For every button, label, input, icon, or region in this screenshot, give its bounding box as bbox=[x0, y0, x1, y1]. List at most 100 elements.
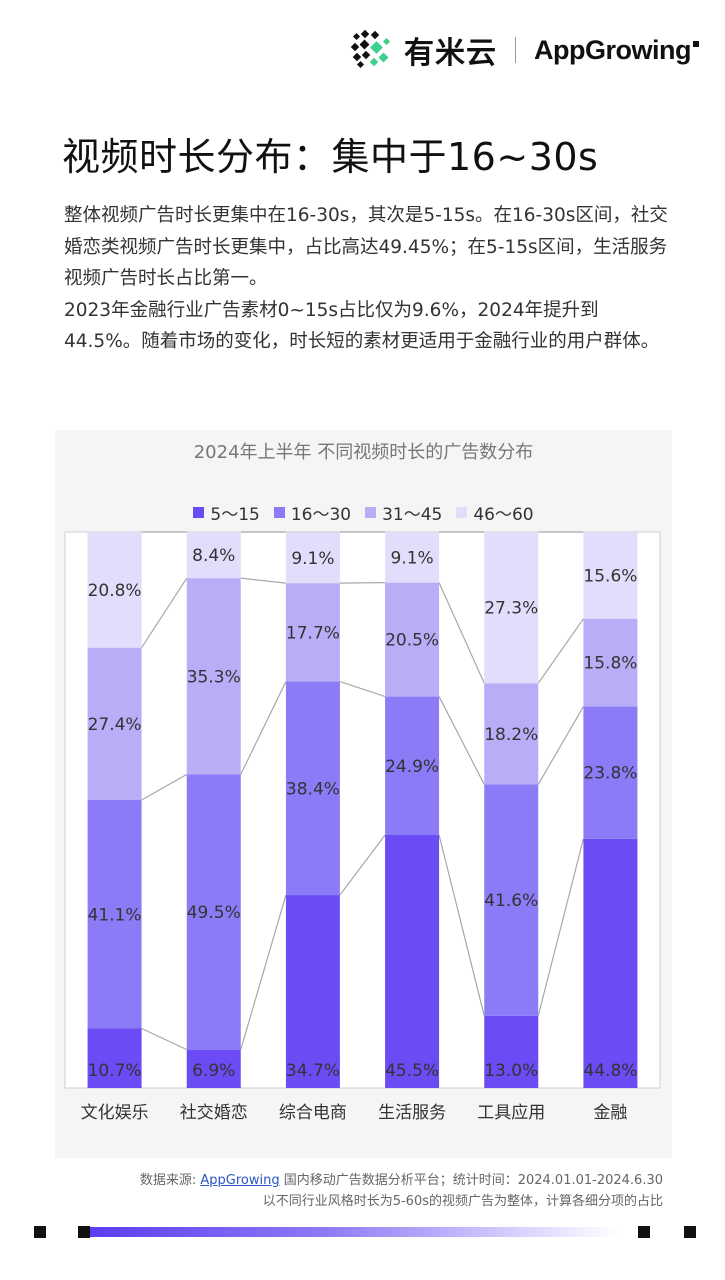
plot-area bbox=[64, 531, 661, 1089]
data-label: 17.7% bbox=[286, 623, 340, 643]
bar-segment bbox=[385, 532, 440, 583]
bar-segment bbox=[87, 799, 142, 1029]
legend-item-s2: 16～30 bbox=[273, 500, 352, 525]
source-link[interactable]: AppGrowing bbox=[200, 1173, 280, 1188]
bar-segment bbox=[385, 835, 440, 1088]
category-label: 综合电商 bbox=[279, 1103, 347, 1123]
deco-square-right-2 bbox=[684, 1226, 696, 1238]
intro-paragraph-1: 整体视频广告时长更集中在16-30s，其次是5-15s。在16-30s区间，社交… bbox=[64, 205, 668, 289]
legend-label-s3: 31～45 bbox=[382, 505, 443, 525]
connector-line bbox=[537, 706, 584, 785]
data-label: 13.0% bbox=[484, 1061, 538, 1081]
data-label: 49.5% bbox=[187, 903, 241, 923]
connector-line bbox=[141, 577, 188, 648]
data-label: 34.7% bbox=[286, 1061, 340, 1081]
deco-gradient-bar bbox=[90, 1227, 620, 1237]
bar-segment bbox=[484, 1015, 539, 1088]
method-note: 以不同行业风格时长为5-60s的视频广告为整体，计算各细分项的占比 bbox=[262, 1194, 663, 1209]
bar-segment bbox=[285, 681, 340, 896]
data-label: 41.6% bbox=[484, 891, 538, 911]
data-label: 35.3% bbox=[187, 667, 241, 687]
legend-swatch-s2 bbox=[273, 507, 285, 518]
bar-segment bbox=[186, 774, 241, 1050]
data-label: 44.8% bbox=[583, 1061, 637, 1081]
bar-segment bbox=[285, 895, 340, 1088]
intro-text: 整体视频广告时长更集中在16-30s，其次是5-15s。在16-30s区间，社交… bbox=[64, 200, 674, 358]
data-label: 20.8% bbox=[88, 581, 142, 601]
connector-line bbox=[438, 834, 485, 1016]
brand-cn-name: 有米云 bbox=[404, 36, 498, 71]
legend-item-s1: 5～15 bbox=[193, 500, 260, 525]
data-label: 18.2% bbox=[484, 725, 538, 745]
deco-square-left-2 bbox=[78, 1226, 90, 1238]
bar-segment bbox=[186, 1049, 241, 1088]
legend-label-s2: 16～30 bbox=[290, 505, 352, 525]
bar-segment bbox=[285, 583, 340, 682]
connector-line bbox=[240, 894, 287, 1050]
legend-label-s4: 46～60 bbox=[473, 505, 534, 525]
bar-segment bbox=[484, 683, 539, 785]
category-label: 文化娱乐 bbox=[81, 1103, 149, 1123]
category-label: 金融 bbox=[593, 1103, 627, 1123]
bar-segment bbox=[186, 532, 241, 579]
data-label: 27.4% bbox=[88, 715, 142, 735]
bar-segment bbox=[87, 647, 142, 800]
data-label: 23.8% bbox=[583, 764, 637, 784]
data-label: 15.6% bbox=[583, 566, 637, 586]
data-label: 9.1% bbox=[390, 548, 433, 568]
connector-line bbox=[141, 1027, 188, 1051]
intro-paragraph-2: 2023年金融行业广告素材0~15s占比仅为9.6%，2024年提升到44.5%… bbox=[64, 299, 660, 353]
bar-segment bbox=[87, 532, 142, 648]
page-title: 视频时长分布：集中于16~30s bbox=[62, 135, 599, 179]
data-label: 6.9% bbox=[192, 1061, 235, 1081]
stacked-bar-chart: 10.7% 41.1% 27.4% 20.8% 文化娱乐 6.9% 49.5% 35.3% 8.… bbox=[64, 531, 661, 1123]
data-label: 8.4% bbox=[192, 546, 235, 566]
bar-segment bbox=[583, 618, 638, 707]
category-label: 工具应用 bbox=[477, 1103, 545, 1123]
bar-segment bbox=[583, 706, 638, 839]
bar-segment bbox=[87, 1028, 142, 1088]
brand-logo: 有米云 AppGrowing bbox=[350, 28, 699, 72]
bar-segment bbox=[484, 784, 539, 1016]
legend-swatch-s1 bbox=[193, 507, 205, 518]
source-line: 数据来源: AppGrowing 国内移动广告数据分析平台；统计时间：2024.… bbox=[140, 1170, 663, 1191]
data-label: 10.7% bbox=[88, 1061, 142, 1081]
bar-segment bbox=[583, 532, 638, 619]
legend-label-s1: 5～15 bbox=[210, 505, 260, 525]
connector-line bbox=[339, 680, 386, 698]
connector-line bbox=[537, 838, 584, 1016]
data-label: 27.3% bbox=[484, 599, 538, 619]
category-label: 社交婚恋 bbox=[180, 1102, 248, 1123]
legend-item-s3: 31～45 bbox=[365, 500, 442, 525]
chart-title: 2024年上半年 不同视频时长的广告数分布 bbox=[193, 442, 534, 463]
bar-segment bbox=[385, 582, 440, 697]
legend-item-s4: 46～60 bbox=[456, 500, 534, 525]
footer-note: 数据来源: AppGrowing 国内移动广告数据分析平台；统计时间：2024.… bbox=[140, 1170, 663, 1212]
connector-line bbox=[240, 681, 287, 775]
source-prefix: 数据来源: bbox=[139, 1173, 201, 1188]
legend-swatch-s4 bbox=[456, 507, 468, 518]
brand-en-name: AppGrowing bbox=[534, 35, 699, 66]
bar-segment bbox=[186, 578, 241, 775]
data-label: 9.1% bbox=[291, 549, 334, 569]
bottom-decoration bbox=[0, 1224, 725, 1240]
bar-segment bbox=[285, 532, 340, 584]
legend-swatch-s3 bbox=[365, 507, 377, 518]
source-suffix: 国内移动广告数据分析平台；统计时间：2024.01.01-2024.6.30 bbox=[279, 1173, 663, 1188]
data-label: 45.5% bbox=[385, 1061, 439, 1081]
data-label: 38.4% bbox=[286, 779, 340, 799]
connector-line bbox=[438, 696, 485, 785]
connector-line bbox=[339, 581, 386, 584]
connector-line bbox=[141, 773, 188, 801]
logo-divider bbox=[515, 37, 517, 63]
youmi-logo-icon bbox=[350, 29, 391, 69]
data-label: 24.9% bbox=[385, 757, 439, 777]
chart-legend: 5～15 16～30 31～45 46～60 bbox=[0, 500, 725, 525]
deco-square-right bbox=[638, 1226, 650, 1238]
data-label: 15.8% bbox=[583, 654, 637, 674]
data-label: 41.1% bbox=[88, 905, 142, 925]
connector-line bbox=[339, 834, 386, 896]
bar-segment bbox=[583, 838, 638, 1088]
connector-line bbox=[537, 618, 584, 684]
connector-line bbox=[438, 582, 485, 684]
